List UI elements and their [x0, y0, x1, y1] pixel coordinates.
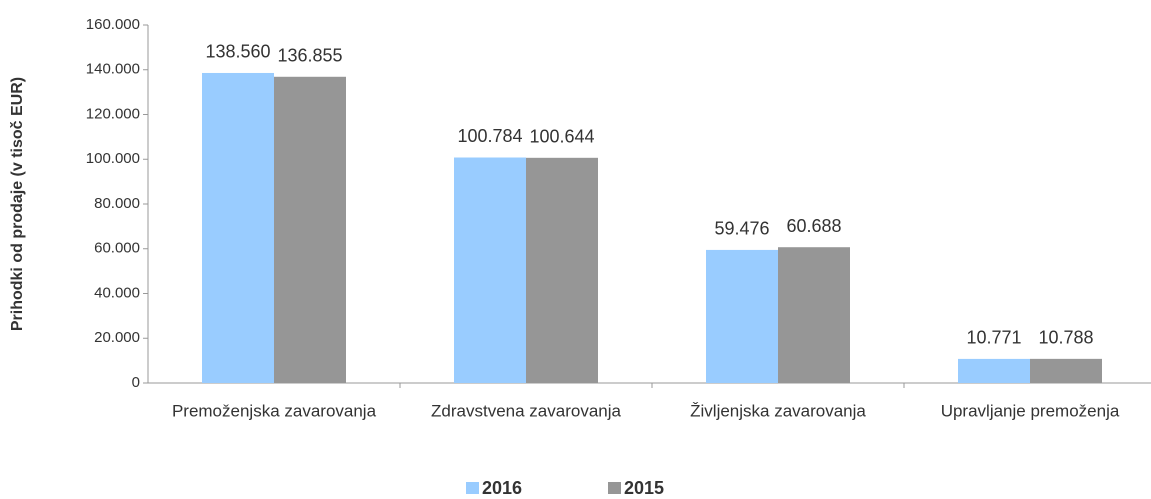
- y-tick-label: 60.000: [94, 240, 140, 257]
- legend-label: 2016: [482, 478, 522, 494]
- data-label: 100.784: [457, 126, 522, 146]
- y-tick-label: 80.000: [94, 195, 140, 212]
- data-label: 100.644: [529, 127, 594, 147]
- x-tick-label: Zdravstvena zavarovanja: [431, 401, 621, 420]
- bar: [958, 358, 1030, 383]
- y-tick-label: 0: [132, 374, 140, 391]
- bar: [778, 247, 850, 383]
- y-axis-title: Prihodki od prodaje (v tisoč EUR): [9, 77, 26, 331]
- data-label: 10.788: [1038, 328, 1093, 348]
- legend-swatch: [608, 482, 621, 495]
- data-label: 60.688: [786, 216, 841, 236]
- x-tick-label: Upravljanje premoženja: [941, 401, 1120, 420]
- y-tick-label: 100.000: [86, 150, 140, 167]
- bar: [274, 76, 346, 384]
- y-tick-label: 20.000: [94, 329, 140, 346]
- x-tick-label: Življenjska zavarovanja: [690, 401, 866, 420]
- data-label: 59.476: [714, 219, 769, 239]
- data-label: 136.855: [277, 46, 342, 66]
- y-tick-label: 40.000: [94, 284, 140, 301]
- y-tick-label: 120.000: [86, 105, 140, 122]
- bar: [1030, 358, 1102, 383]
- data-label: 10.771: [966, 328, 1021, 348]
- bar: [706, 249, 778, 383]
- bar: [454, 157, 526, 383]
- y-tick-label: 140.000: [86, 61, 140, 78]
- data-label: 138.560: [205, 42, 270, 62]
- x-tick-label: Premoženjska zavarovanja: [172, 401, 377, 420]
- legend-label: 2015: [624, 478, 664, 494]
- y-tick-label: 160.000: [86, 16, 140, 33]
- bar: [526, 157, 598, 383]
- legend-swatch: [466, 482, 479, 495]
- bar: [202, 72, 274, 384]
